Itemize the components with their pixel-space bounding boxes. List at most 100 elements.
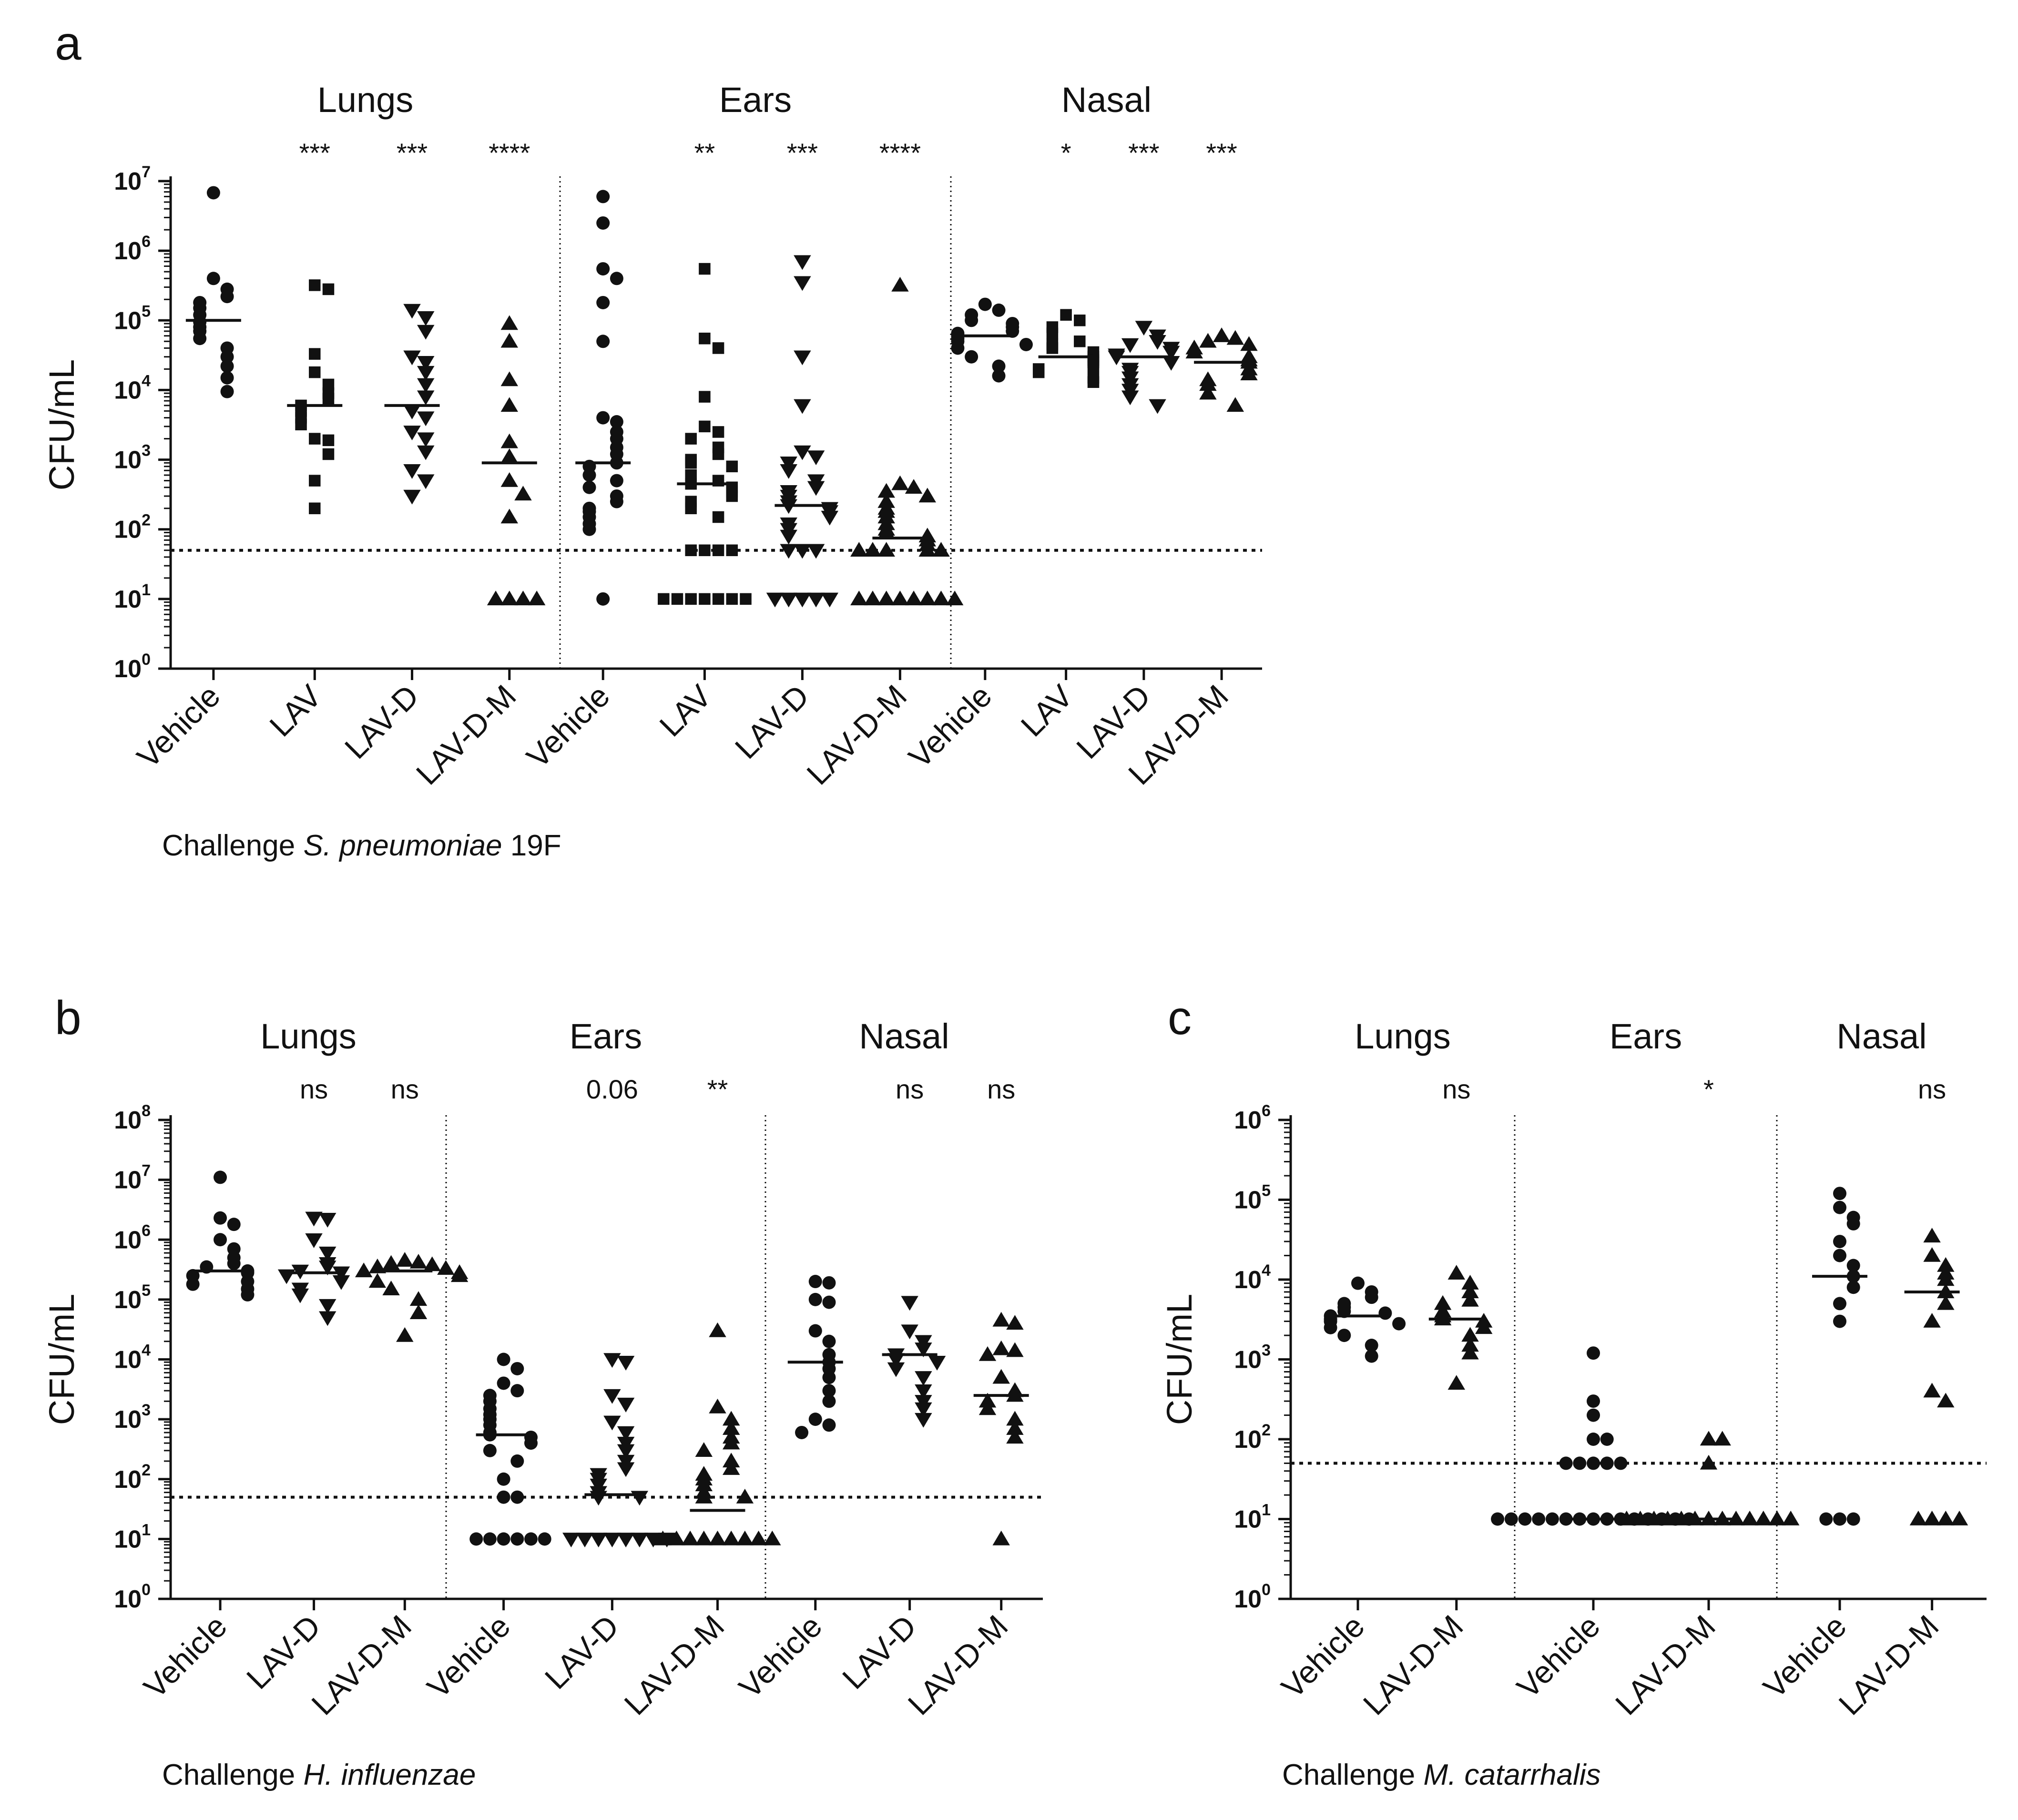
group-title: Lungs (260, 1017, 357, 1056)
data-point (1461, 1275, 1479, 1290)
series-lav: LAV *** (263, 138, 343, 743)
significance-label: **** (489, 138, 530, 168)
data-point (1185, 344, 1203, 359)
data-point (1461, 1327, 1479, 1342)
y-tick-base: 10 (1234, 1586, 1262, 1613)
data-point (1240, 366, 1258, 380)
data-point (807, 544, 825, 559)
data-point (1434, 1295, 1452, 1310)
data-point (915, 1395, 932, 1410)
data-point (695, 1476, 713, 1492)
data-point (887, 1353, 905, 1368)
panel-letter: a (55, 17, 82, 70)
data-point (905, 479, 923, 494)
data-point (227, 1218, 241, 1231)
data-point (603, 1533, 621, 1548)
series-lav-d-m: LAV-D-M ns (305, 1074, 469, 1722)
data-point (740, 593, 752, 605)
y-tick-label: 101 (1234, 1501, 1271, 1534)
data-point (808, 1324, 822, 1338)
y-tick-label: 105 (1234, 1182, 1271, 1214)
data-point (319, 1246, 336, 1261)
series-lav-d-m: LAV-D-M * (1609, 1074, 1800, 1722)
y-tick-base: 10 (114, 1226, 142, 1254)
data-point (206, 186, 220, 200)
data-point (1923, 1247, 1941, 1262)
significance-label: ns (1442, 1074, 1470, 1104)
caption-organism: H. influenzae (303, 1759, 476, 1791)
data-point (603, 1353, 621, 1368)
data-point (712, 448, 724, 460)
data-point (309, 475, 321, 487)
data-point (409, 1291, 428, 1306)
data-point (1006, 1429, 1024, 1444)
x-tick-label: Vehicle (732, 1608, 829, 1705)
group-lungs: Lungs Vehicle LAV *** LAV-D *** LAV-D-M **** (130, 80, 546, 792)
data-point (722, 1530, 740, 1545)
data-point (610, 474, 623, 488)
data-point (951, 341, 965, 355)
y-tick-label: 102 (114, 1461, 151, 1494)
data-point (1006, 1342, 1024, 1357)
data-point (524, 1532, 538, 1546)
data-point (722, 1460, 740, 1475)
data-point (596, 335, 610, 348)
data-point (1833, 1314, 1846, 1328)
data-point (780, 464, 797, 479)
series-lav-d-m: LAV-D-M ** (617, 1074, 781, 1722)
data-point (1937, 1510, 1955, 1525)
data-point (795, 1425, 809, 1439)
data-point (1006, 1411, 1024, 1426)
y-tick-exponent: 4 (1262, 1261, 1271, 1280)
y-tick-base: 10 (1234, 1426, 1262, 1454)
y-tick-exponent: 6 (1262, 1102, 1271, 1120)
data-point (1937, 1257, 1955, 1272)
data-point (1532, 1512, 1546, 1526)
data-point (417, 325, 435, 340)
data-point (712, 511, 724, 523)
y-tick-base: 10 (1234, 1346, 1262, 1374)
data-point (1937, 1393, 1955, 1408)
data-point (510, 1384, 524, 1398)
data-point (582, 480, 596, 494)
significance-label: ns (896, 1074, 924, 1104)
x-tick-label: Vehicle (137, 1608, 234, 1705)
data-point (1713, 1431, 1731, 1446)
y-tick-exponent: 5 (142, 1281, 151, 1300)
y-tick-exponent: 2 (142, 511, 151, 529)
data-point (1846, 1281, 1860, 1294)
data-point (193, 332, 207, 346)
x-tick-label: LAV (652, 678, 718, 743)
data-point (1923, 1312, 1941, 1328)
x-tick-label: Vehicle (1510, 1608, 1607, 1705)
data-point (1074, 315, 1086, 326)
data-point (1046, 327, 1059, 339)
group-nasal: Nasal Vehicle LAV-D ns LAV-D-M ns (732, 1017, 1029, 1722)
data-point (1754, 1510, 1773, 1525)
data-point (712, 342, 724, 354)
data-point (992, 359, 1006, 373)
data-point (1162, 356, 1180, 371)
y-tick-base: 10 (114, 447, 142, 474)
panel-b: bCFU/mL100101102103104105106107108LungsV… (42, 991, 1043, 1791)
x-tick-label: LAV-D (728, 678, 816, 766)
series-vehicle: Vehicle (732, 1275, 843, 1705)
data-point (726, 460, 738, 472)
panel-caption: Challenge M. catarrhalis (1282, 1759, 1601, 1791)
data-point (1392, 1317, 1406, 1331)
x-tick-label: LAV-D (538, 1608, 626, 1696)
data-point (1324, 1321, 1337, 1334)
data-point (822, 1418, 836, 1432)
significance-label: ** (694, 138, 715, 168)
data-point (319, 1261, 336, 1276)
data-point (220, 371, 234, 385)
data-point (291, 1288, 309, 1303)
series-vehicle: Vehicle (420, 1352, 551, 1705)
y-tick-label: 107 (114, 1162, 151, 1194)
group-title: Lungs (317, 80, 414, 120)
group-title: Nasal (859, 1017, 949, 1056)
data-point (1700, 1454, 1718, 1470)
data-point (992, 1340, 1010, 1355)
series-lav-d: LAV-D ns (836, 1074, 946, 1696)
